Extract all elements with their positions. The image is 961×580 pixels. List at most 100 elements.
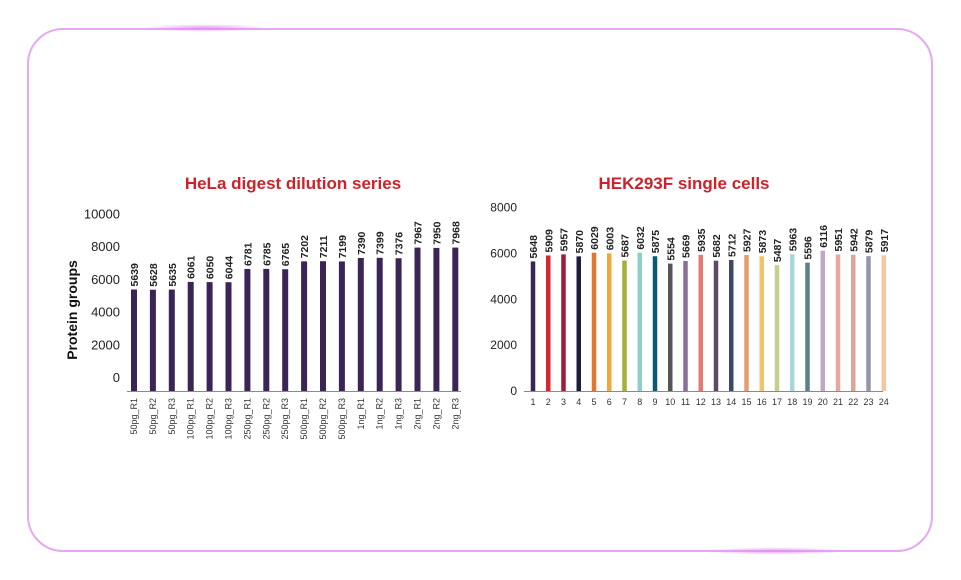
hek-bar <box>759 256 764 391</box>
hela-value-label: 7399 <box>375 231 387 255</box>
hek-bar <box>805 262 810 391</box>
hek-bar <box>851 254 856 391</box>
hek-value-label: 5935 <box>696 228 708 252</box>
hela-bar <box>206 282 213 391</box>
hela-y-tick-label: 10000 <box>84 207 120 222</box>
hek-value-label: 6032 <box>635 226 647 250</box>
hek-bar <box>652 256 658 391</box>
hek-value-label: 5687 <box>620 234 632 258</box>
hela-value-label: 6044 <box>224 256 236 280</box>
hela-x-tick-label: 500pg_R1 <box>299 398 309 440</box>
hela-x-tick-label: 50pg_R2 <box>148 398 158 435</box>
hela-value-label: 7376 <box>394 232 406 256</box>
hela-value-label: 7211 <box>318 235 330 258</box>
hela-x-tick-label: 2ng_R1 <box>413 398 423 430</box>
hek-x-tick-label: 1 <box>530 397 535 407</box>
hek-bar <box>530 261 536 391</box>
content-frame <box>27 28 933 552</box>
hek-x-tick-label: 4 <box>576 397 581 407</box>
hek-value-label: 5487 <box>772 239 784 263</box>
hela-y-tick-label: 6000 <box>91 272 120 287</box>
hela-y-tick-label: 2000 <box>91 337 120 352</box>
hek-y-tick-label: 8000 <box>490 201 517 215</box>
hek-x-tick-label: 17 <box>772 397 782 407</box>
hela-value-label: 6785 <box>261 242 273 266</box>
hek-value-label: 6116 <box>818 225 830 248</box>
hek-value-label: 5596 <box>803 236 815 260</box>
hek-x-tick-label: 15 <box>741 397 751 407</box>
hek-value-label: 5870 <box>574 230 586 254</box>
hela-bar <box>320 261 326 391</box>
hek-value-label: 5682 <box>711 234 723 258</box>
hek-chart: HEK293F single cells 0200040006000800056… <box>490 174 890 407</box>
hela-bar <box>338 261 345 391</box>
hela-x-tick-label: 2ng_R3 <box>450 398 460 430</box>
hek-x-tick-label: 19 <box>802 397 812 407</box>
hek-value-label: 5957 <box>559 228 571 252</box>
hela-chart: HeLa digest dilution series Protein grou… <box>64 174 462 440</box>
hela-x-tick-label: 2ng_R2 <box>431 398 441 430</box>
hela-bar <box>131 289 137 391</box>
hela-bar <box>301 261 308 391</box>
hela-value-label: 7202 <box>299 235 311 259</box>
hek-bar <box>774 265 780 391</box>
hela-value-label: 6061 <box>186 255 198 279</box>
frame-glow-bottom <box>700 547 850 555</box>
hela-x-tick-label: 250pg_R2 <box>261 398 271 440</box>
hela-value-label: 5635 <box>167 263 179 287</box>
hek-bar <box>591 252 597 391</box>
hela-x-tick-label: 100pg_R2 <box>205 398 215 440</box>
hek-value-label: 5917 <box>879 229 891 253</box>
hek-value-label: 5875 <box>650 230 662 254</box>
hek-x-tick-label: 5 <box>591 397 596 407</box>
hela-y-tick-label: 8000 <box>91 239 120 254</box>
hek-x-tick-label: 13 <box>711 397 721 407</box>
hela-value-label: 7390 <box>356 231 368 255</box>
hela-value-label: 7199 <box>337 235 349 259</box>
hela-chart-title: HeLa digest dilution series <box>185 174 401 193</box>
hek-chart-title: HEK293F single cells <box>598 174 769 193</box>
hela-x-tick-label: 50pg_R3 <box>167 398 177 435</box>
hela-value-label: 5628 <box>148 263 160 287</box>
hela-bar <box>376 257 383 391</box>
hela-value-label: 7968 <box>450 221 462 245</box>
hela-bar <box>414 247 421 391</box>
hela-y-tick-label: 0 <box>113 370 120 385</box>
hek-value-label: 5873 <box>757 230 769 254</box>
hek-x-tick-label: 10 <box>665 397 675 407</box>
hela-bar <box>244 268 251 391</box>
frame-glow-top <box>140 24 270 32</box>
hek-bar <box>683 260 688 391</box>
hela-y-tick-label: 4000 <box>91 305 120 320</box>
hek-bar <box>866 256 871 391</box>
hek-x-tick-label: 9 <box>652 397 657 407</box>
hek-x-tick-label: 16 <box>757 397 767 407</box>
hela-value-label: 7967 <box>413 221 425 245</box>
hela-x-tick-label: 1ng_R1 <box>356 398 366 430</box>
hek-bar <box>698 254 703 391</box>
hela-x-tick-label: 50pg_R1 <box>129 398 139 435</box>
hek-value-label: 5669 <box>681 234 693 258</box>
hela-bar <box>149 289 156 391</box>
hela-x-tick-label: 1ng_R3 <box>394 398 404 430</box>
hela-y-axis-label: Protein groups <box>64 260 80 360</box>
hek-bar <box>881 255 886 391</box>
hek-value-label: 5942 <box>848 228 860 252</box>
hek-bar <box>576 256 581 391</box>
hek-bar <box>820 250 825 391</box>
hek-x-tick-label: 21 <box>833 397 843 407</box>
hek-y-tick-label: 2000 <box>490 338 517 352</box>
hela-bar <box>225 282 232 391</box>
hek-bar <box>622 260 627 391</box>
hela-bar <box>433 247 440 391</box>
hek-value-label: 6003 <box>604 227 616 251</box>
hek-value-label: 5648 <box>528 235 540 259</box>
hek-bar <box>668 263 673 391</box>
hek-value-label: 6029 <box>589 226 601 250</box>
hek-x-tick-label: 3 <box>561 397 566 407</box>
hek-bar <box>637 252 642 391</box>
hek-x-tick-label: 20 <box>818 397 828 407</box>
hela-value-label: 6781 <box>242 242 254 266</box>
hek-bar <box>713 260 719 391</box>
hela-x-tick-label: 100pg_R1 <box>186 398 196 440</box>
